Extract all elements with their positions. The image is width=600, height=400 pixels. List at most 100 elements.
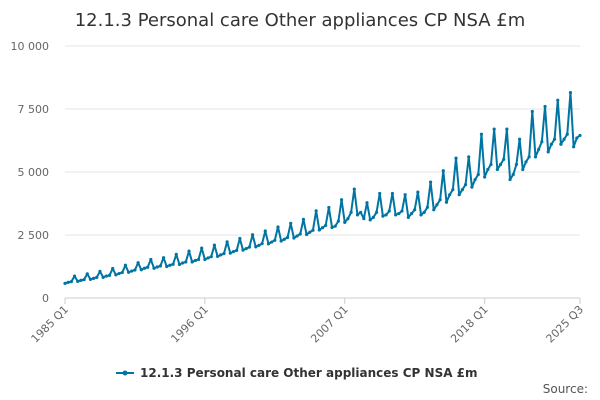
data-point[interactable] (413, 208, 417, 212)
data-point[interactable] (336, 219, 340, 223)
data-point[interactable] (409, 211, 414, 216)
data-point[interactable] (537, 147, 541, 151)
data-point[interactable] (343, 220, 347, 224)
data-point[interactable] (282, 237, 286, 241)
data-point[interactable] (562, 137, 566, 141)
data-point[interactable] (190, 260, 194, 264)
data-point[interactable] (114, 273, 118, 277)
data-point[interactable] (136, 261, 140, 265)
data-point[interactable] (219, 253, 223, 257)
data-point[interactable] (184, 260, 188, 264)
data-point[interactable] (435, 203, 439, 207)
data-point[interactable] (540, 140, 544, 144)
data-point[interactable] (257, 243, 261, 247)
data-point[interactable] (72, 274, 77, 278)
data-point[interactable] (565, 132, 569, 136)
data-point[interactable] (419, 213, 423, 217)
data-point[interactable] (406, 215, 410, 219)
data-point[interactable] (521, 167, 525, 172)
data-point[interactable] (381, 214, 385, 218)
data-point[interactable] (79, 278, 83, 282)
data-point[interactable] (352, 187, 356, 191)
data-point[interactable] (543, 104, 547, 109)
data-point[interactable] (311, 228, 315, 232)
data-point[interactable] (244, 247, 248, 251)
data-point[interactable] (333, 224, 337, 228)
legend-label[interactable]: 12.1.3 Personal care Other appliances CP… (140, 366, 478, 380)
data-point[interactable] (441, 169, 445, 173)
data-point[interactable] (349, 210, 353, 214)
data-point[interactable] (247, 245, 251, 249)
data-point[interactable] (533, 155, 538, 159)
data-point[interactable] (530, 109, 534, 114)
data-point[interactable] (235, 248, 239, 252)
data-point[interactable] (193, 258, 197, 263)
data-point[interactable] (552, 137, 557, 141)
data-point[interactable] (454, 156, 458, 160)
data-point[interactable] (222, 252, 226, 256)
data-point[interactable] (209, 255, 213, 259)
data-point[interactable] (181, 261, 185, 265)
data-point[interactable] (365, 201, 369, 205)
data-point[interactable] (95, 275, 99, 279)
data-point[interactable] (514, 162, 519, 167)
data-point[interactable] (130, 269, 134, 273)
data-point[interactable] (161, 256, 166, 260)
data-point[interactable] (559, 142, 563, 146)
data-point[interactable] (486, 167, 490, 172)
data-point[interactable] (330, 225, 334, 230)
data-point[interactable] (378, 191, 382, 196)
data-point[interactable] (524, 160, 528, 164)
data-point[interactable] (101, 275, 105, 279)
data-point[interactable] (107, 273, 112, 277)
data-point[interactable] (270, 240, 274, 244)
data-point[interactable] (104, 274, 108, 278)
data-point[interactable] (428, 180, 433, 184)
data-point[interactable] (203, 257, 207, 262)
data-point[interactable] (467, 155, 471, 159)
data-point[interactable] (85, 272, 89, 276)
data-point[interactable] (126, 270, 131, 274)
data-point[interactable] (476, 172, 480, 177)
data-point[interactable] (273, 238, 277, 242)
data-point[interactable] (155, 265, 159, 269)
data-point[interactable] (88, 277, 93, 281)
data-point[interactable] (416, 190, 420, 194)
data-point[interactable] (425, 205, 430, 209)
data-point[interactable] (346, 217, 350, 221)
data-point[interactable] (263, 229, 267, 233)
data-point[interactable] (174, 252, 178, 256)
data-point[interactable] (314, 209, 318, 213)
data-point[interactable] (572, 145, 576, 149)
data-point[interactable] (479, 132, 484, 136)
data-point[interactable] (289, 221, 293, 226)
data-point[interactable] (165, 264, 169, 269)
data-point[interactable] (158, 264, 162, 268)
data-point[interactable] (92, 276, 96, 280)
data-point[interactable] (228, 251, 232, 255)
data-point[interactable] (511, 172, 515, 177)
data-point[interactable] (285, 235, 290, 240)
data-point[interactable] (371, 215, 375, 219)
data-point[interactable] (276, 225, 280, 229)
data-point[interactable] (120, 270, 124, 275)
data-point[interactable] (527, 155, 531, 159)
data-point[interactable] (368, 218, 372, 222)
data-point[interactable] (231, 250, 236, 254)
data-point[interactable] (241, 248, 245, 252)
data-point[interactable] (98, 269, 102, 273)
data-point[interactable] (298, 232, 302, 236)
data-point[interactable] (66, 280, 70, 284)
data-point[interactable] (295, 234, 299, 238)
data-point[interactable] (403, 193, 407, 197)
data-point[interactable] (438, 198, 442, 202)
data-point[interactable] (133, 268, 137, 272)
data-point[interactable] (171, 262, 175, 266)
data-point[interactable] (549, 142, 553, 146)
data-point[interactable] (317, 228, 321, 232)
series-group[interactable] (63, 91, 582, 285)
data-point[interactable] (457, 193, 461, 197)
data-point[interactable] (390, 191, 395, 196)
data-point[interactable] (422, 210, 426, 214)
data-point[interactable] (355, 213, 360, 217)
